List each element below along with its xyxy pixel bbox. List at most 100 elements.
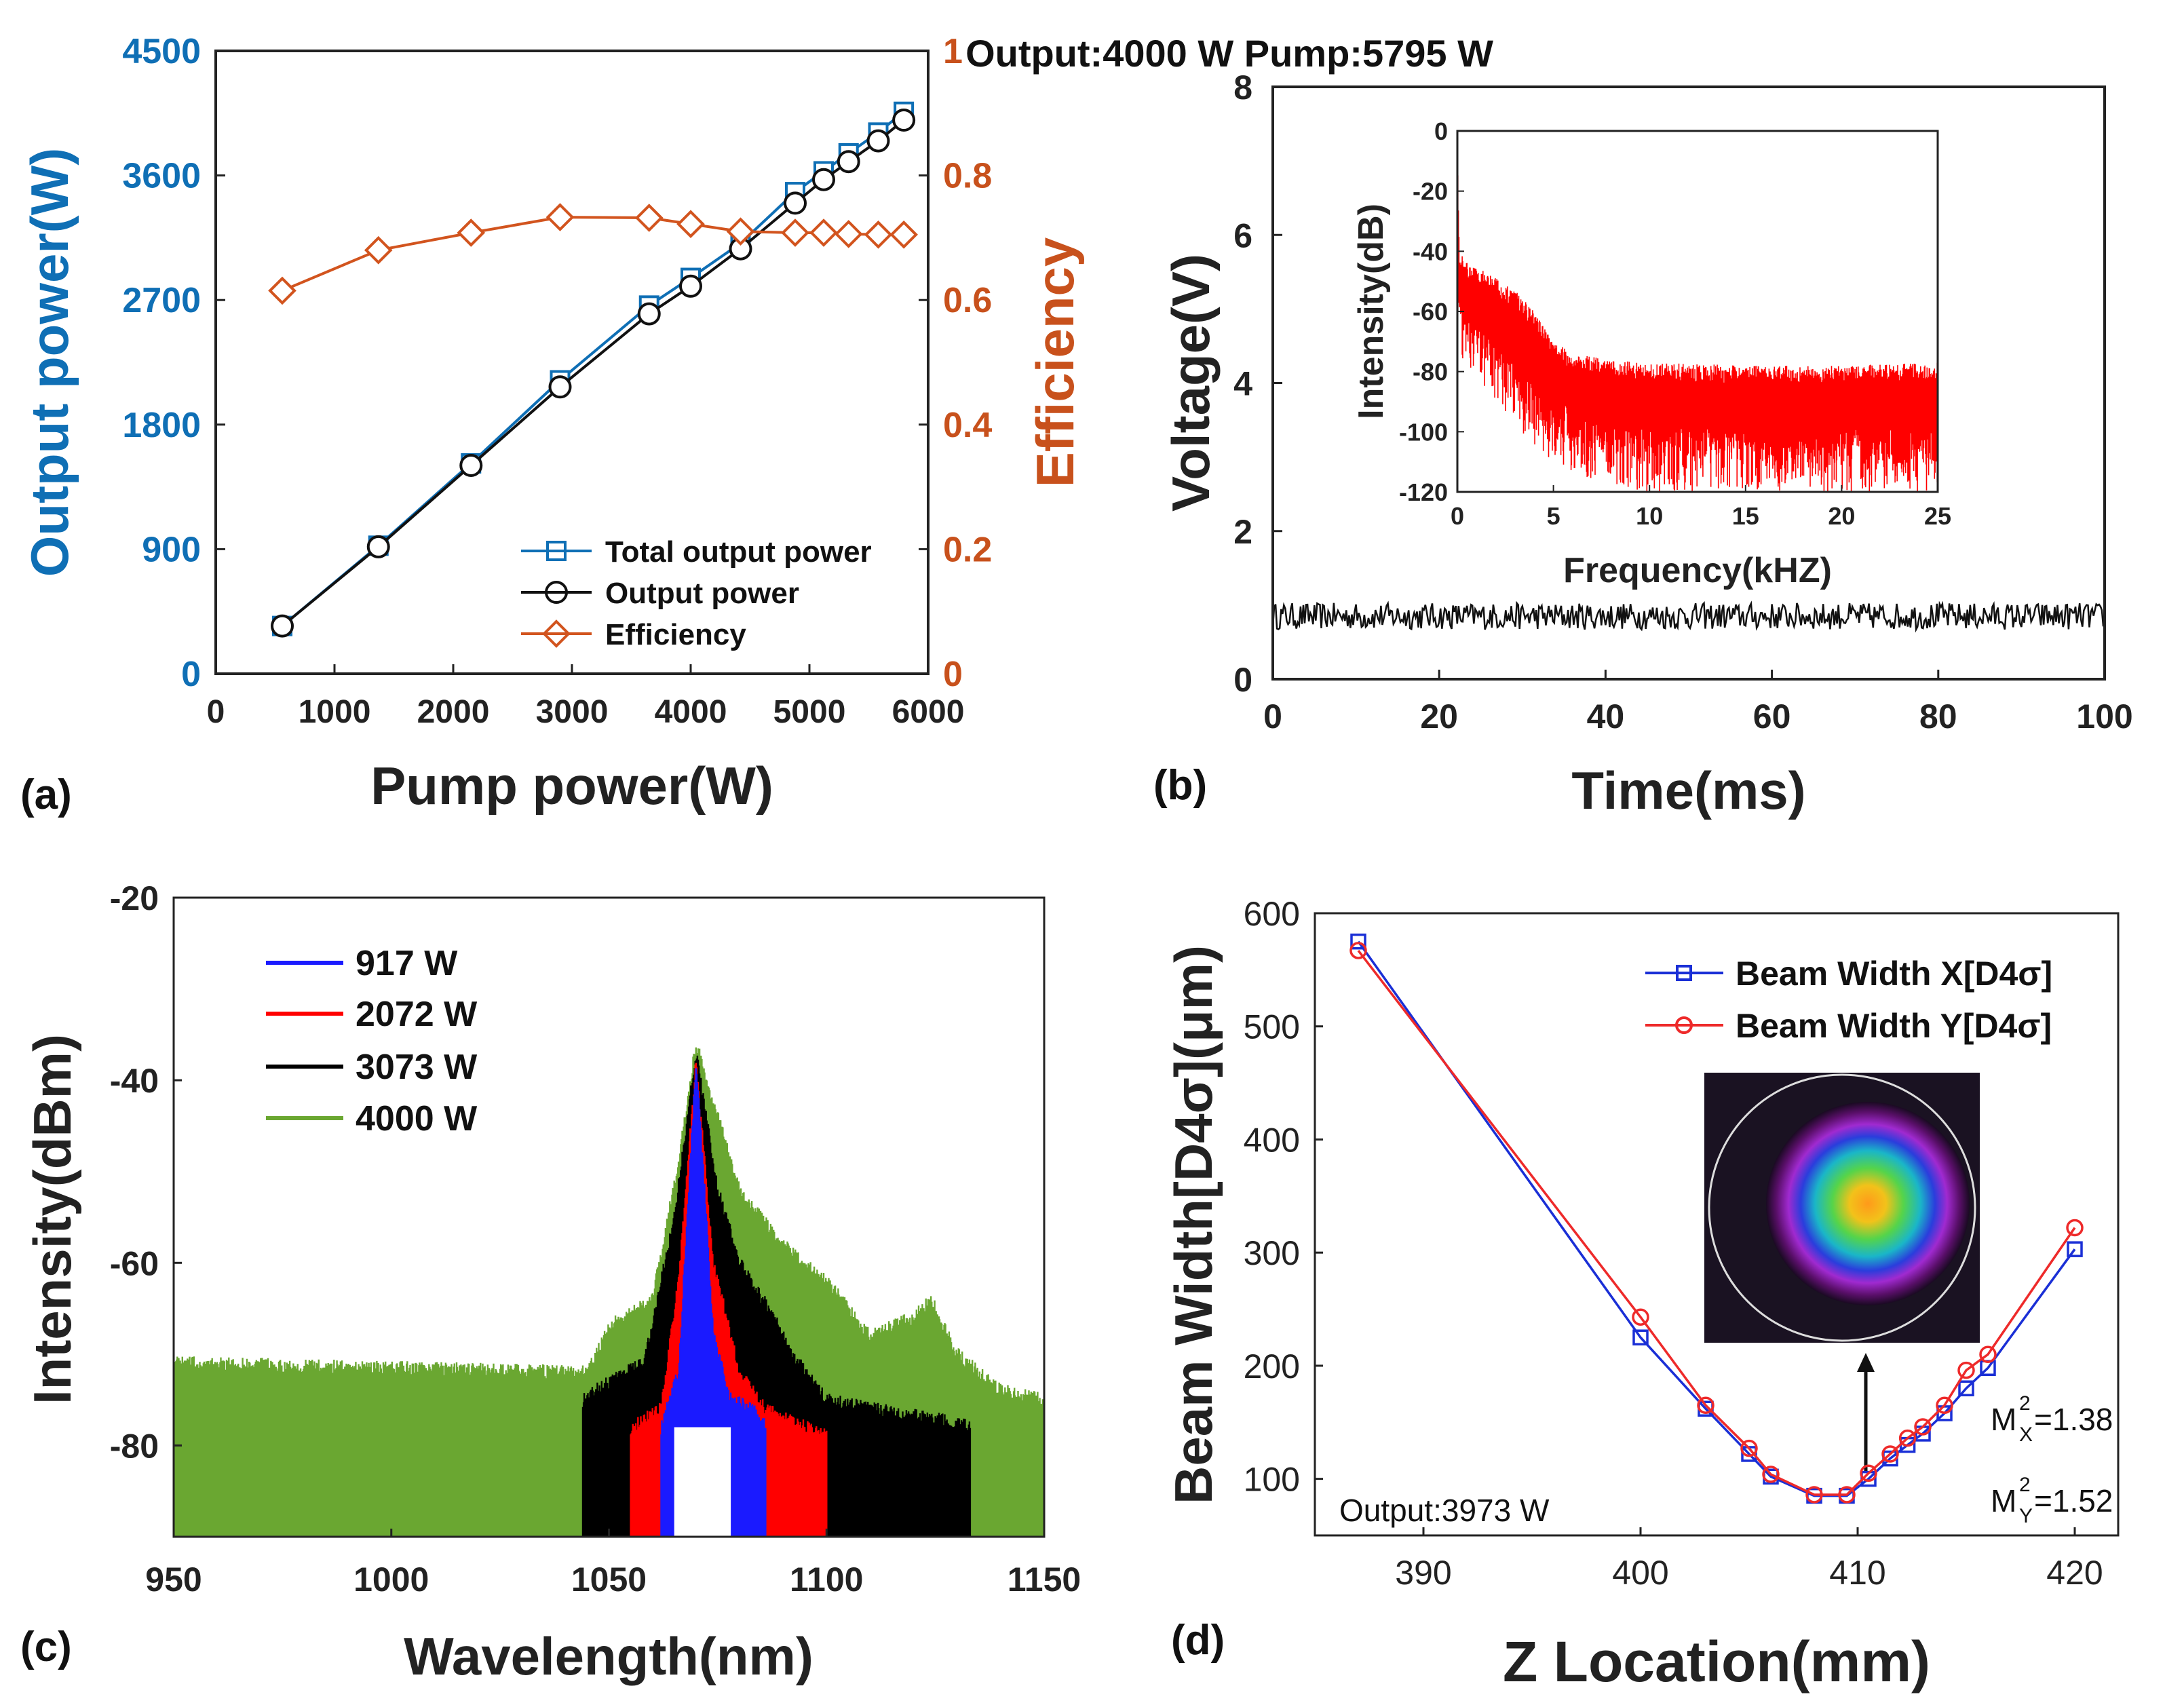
panel-b-ytick-label: 0 <box>1233 661 1252 699</box>
panel-d-xtick-label: 390 <box>1395 1554 1451 1592</box>
panel-c-marks <box>172 1047 1046 1537</box>
panel-a-point-efficiency <box>889 220 918 249</box>
panel-b-marks <box>1271 600 2106 633</box>
panel-a-point-output <box>812 168 835 191</box>
panel-a-point-output <box>866 129 890 153</box>
panel-b-xtick-label: 0 <box>1263 697 1282 735</box>
panel-a-y2tick-label: 1 <box>943 32 963 71</box>
panel-a-point-efficiency <box>268 276 296 305</box>
panel-d-series-line-0 <box>1357 940 2076 1497</box>
panel-c-ytick-label: -60 <box>110 1244 159 1282</box>
panel-d-output-annotation: Output:3973 W <box>1339 1493 1550 1528</box>
panel-b-ylabel: Voltage(V) <box>1161 254 1221 512</box>
panel-b-inset-ytick-label: -80 <box>1413 358 1448 386</box>
panel-b-inset-ytick-label: -100 <box>1399 418 1448 446</box>
panel-d-mx-annotation: M 2 X =1.38 <box>1991 1392 2113 1446</box>
panel-d-point-x <box>2067 1241 2083 1257</box>
panel-a-y2tick-label: 0.4 <box>943 406 992 445</box>
panel-b-title: Output:4000 W Pump:5795 W <box>965 32 1493 75</box>
mx-sup: 2 <box>2019 1392 2031 1415</box>
panel-d-point-y <box>2066 1219 2084 1237</box>
panel-b-inset-xtick-label: 20 <box>1828 502 1855 530</box>
panel-b-inset-xtick-label: 10 <box>1636 502 1663 530</box>
my-sup: 2 <box>2019 1474 2031 1496</box>
panel-a-point-efficiency <box>634 204 664 232</box>
panel-b: Output:4000 W Pump:5795 W 0 20 40 60 80 10002… <box>965 32 2133 820</box>
my-value: =1.52 <box>2034 1483 2113 1518</box>
legend-efficiency-label: Efficiency <box>605 618 746 651</box>
panel-a-point-efficiency <box>781 218 809 247</box>
panel-d-ytick-label: 200 <box>1244 1347 1300 1385</box>
panel-b-inset-ytick-label: -20 <box>1413 178 1448 206</box>
beam-profile-image <box>1704 1073 1980 1343</box>
panel-a-point-output <box>637 302 661 326</box>
panel-d-label: (d) <box>1171 1617 1225 1664</box>
panel-a-point-efficiency <box>809 218 838 247</box>
panel-c-ylabel: Intensity(dBm) <box>22 1034 82 1404</box>
panel-b-inset-xtick-label: 0 <box>1451 502 1464 530</box>
panel-a-point-output <box>271 614 294 638</box>
panel-a-ytick-label: 1800 <box>122 406 201 445</box>
panel-a-y2tick-label: 0 <box>943 655 963 694</box>
panel-c-ytick-label: -40 <box>110 1062 159 1100</box>
panel-a-point-output <box>679 274 702 298</box>
panel-d-ytick-label: 500 <box>1244 1008 1300 1046</box>
panel-c-xtick-label: 1100 <box>790 1561 863 1599</box>
panel-b-inset-xtick-label: 25 <box>1924 502 1951 530</box>
panel-a-ytick-label: 2700 <box>122 281 201 320</box>
panel-a-ytick-label: 0 <box>181 655 201 694</box>
panel-d-point-y <box>1898 1429 1917 1447</box>
panel-d-marks <box>1349 933 2084 1504</box>
legend-c-4000-label: 4000 W <box>356 1099 478 1138</box>
panel-d-xtick-label: 410 <box>1829 1554 1885 1592</box>
panel-b-inset-ytick-label: -40 <box>1413 237 1448 265</box>
panel-a-xlabel: Pump power(W) <box>370 756 773 816</box>
panel-a-xtick-label: 0 <box>207 694 225 730</box>
panel-a-point-efficiency <box>864 220 893 249</box>
panel-a-y2tick-label: 0.8 <box>943 157 992 196</box>
panel-b-ytick-label: 2 <box>1233 513 1252 551</box>
panel-a-ytick-label: 900 <box>142 530 201 569</box>
panel-d-my-annotation: M 2 Y =1.52 <box>1991 1474 2113 1527</box>
panel-b-xtick-label: 80 <box>1919 697 1957 735</box>
panel-d-point-y <box>1762 1466 1780 1483</box>
panel-d-ytick-label: 300 <box>1244 1234 1300 1272</box>
panel-d-point-x <box>1958 1380 1974 1397</box>
panel-d-point-y <box>1805 1486 1823 1504</box>
panel-d-point-y <box>1632 1308 1649 1326</box>
panel-a-y2tick-label: 0.2 <box>943 530 992 569</box>
panel-a-xtick-label: 4000 <box>655 694 727 730</box>
beam-arrow <box>1857 1353 1875 1472</box>
panel-d-point-y <box>1838 1486 1856 1504</box>
panel-a-point-efficiency <box>676 210 705 239</box>
panel-a-marks <box>268 101 918 638</box>
panel-a-point-efficiency <box>726 217 755 246</box>
panel-d-point-y <box>1740 1439 1758 1457</box>
panel-a: 0 1000 2000 3000 4000 5000 6000090018002700360… <box>20 32 1085 818</box>
panel-a-y2tick-label: 0.6 <box>943 281 992 320</box>
panel-b-inset-ytick-label: 0 <box>1434 117 1448 145</box>
panel-a-point-efficiency <box>364 235 393 265</box>
panel-b-xtick-label: 20 <box>1420 697 1458 735</box>
panel-a-ytick-label: 3600 <box>122 157 201 196</box>
legend-c-917-label: 917 W <box>356 944 458 983</box>
panel-c-xtick-label: 1050 <box>571 1561 647 1599</box>
panel-c: 950 1000 1050 1100 1150 -20 -40 -60 -80 Waveleng… <box>20 879 1081 1686</box>
panel-a-xtick-label: 6000 <box>892 694 965 730</box>
panel-b-ytick-label: 4 <box>1233 365 1252 403</box>
panel-b-inset-ytick-label: -60 <box>1413 298 1448 326</box>
panel-d-ytick-label: 400 <box>1244 1121 1300 1159</box>
panel-d-point-y <box>1881 1445 1899 1463</box>
panel-c-ytick-label: -80 <box>110 1427 159 1465</box>
panel-d-point-y <box>1349 942 1367 959</box>
panel-a-point-efficiency <box>834 220 863 248</box>
panel-c-xtick-label: 1000 <box>353 1561 429 1599</box>
panel-c-xtick-label: 1150 <box>1008 1561 1081 1599</box>
legend-d-y-marker <box>1675 1016 1693 1034</box>
panel-d-ytick-label: 100 <box>1244 1461 1300 1499</box>
panel-b-xtick-label: 40 <box>1587 697 1625 735</box>
panel-a-point-output <box>784 191 807 215</box>
panel-a-point-efficiency <box>545 203 575 231</box>
my-label: M <box>1991 1483 2016 1518</box>
panel-b-xlabel: Time(ms) <box>1571 761 1805 820</box>
